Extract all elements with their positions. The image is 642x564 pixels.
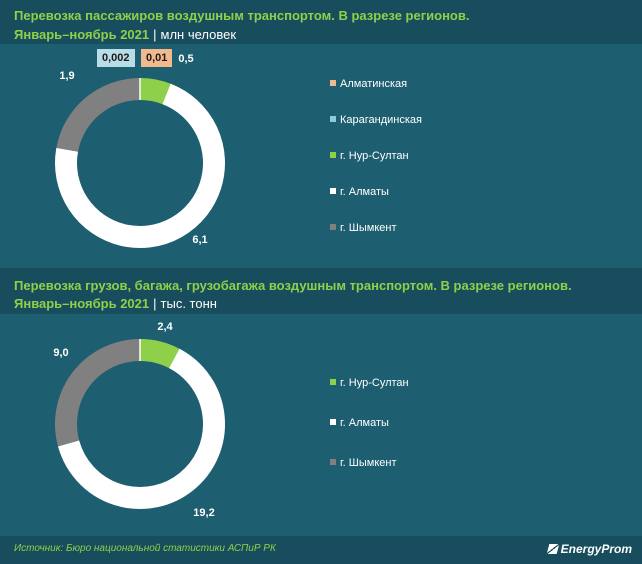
passengers-chart-panel: Перевозка пассажиров воздушным транспорт… bbox=[0, 0, 642, 268]
legend-item: г. Алматы bbox=[330, 186, 389, 198]
slice-separator bbox=[162, 83, 173, 105]
data-label: 0,5 bbox=[178, 53, 193, 65]
data-label: 6,1 bbox=[192, 234, 207, 246]
slice-separator bbox=[56, 148, 79, 154]
legend-label: г. Алматы bbox=[340, 417, 389, 429]
separator: | bbox=[153, 296, 157, 311]
slice-separator bbox=[58, 440, 80, 448]
legend-swatch bbox=[330, 80, 336, 86]
legend-label: г. Шымкент bbox=[340, 457, 397, 469]
legend-swatch bbox=[330, 188, 336, 194]
data-label: 0,01 bbox=[141, 49, 173, 67]
donut-slice-1 bbox=[139, 339, 181, 369]
legend-swatch bbox=[330, 116, 336, 122]
chart-subtitle: Январь–ноябрь 2021 | млн человек bbox=[14, 27, 236, 42]
source-note: Источник: Бюро национальной статистики А… bbox=[14, 543, 276, 554]
legend-label: г. Нур-Султан bbox=[340, 377, 409, 389]
legend-swatch bbox=[330, 459, 336, 465]
chart-header: Перевозка грузов, багажа, грузобагажа во… bbox=[0, 268, 642, 314]
donut-slice-3 bbox=[140, 78, 172, 105]
separator: | bbox=[153, 27, 157, 42]
data-label: 1,9 bbox=[59, 70, 74, 82]
legend-item: г. Нур-Султан bbox=[330, 150, 409, 162]
data-label: 2,4 bbox=[157, 321, 173, 333]
data-label: 19,2 bbox=[193, 507, 214, 519]
chart-unit: тыс. тонн bbox=[160, 296, 217, 311]
footer: Источник: Бюро национальной статистики А… bbox=[0, 536, 642, 564]
legend-item: г. Нур-Султан bbox=[330, 377, 409, 389]
legend-label: Карагандинская bbox=[340, 114, 422, 126]
legend-label: Алматинская bbox=[340, 78, 408, 90]
chart-title: Перевозка пассажиров воздушным транспорт… bbox=[14, 8, 470, 23]
legend-item: г. Шымкент bbox=[330, 457, 397, 469]
chart-unit: млн человек bbox=[160, 27, 237, 42]
legend-item: г. Шымкент bbox=[330, 222, 397, 234]
data-label: 0,002 bbox=[97, 49, 135, 67]
chart-period: Январь–ноябрь 2021 bbox=[14, 27, 150, 42]
energyprom-logo: EnergyProm bbox=[546, 542, 632, 556]
legend-label: г. Шымкент bbox=[340, 222, 397, 234]
chart-title: Перевозка грузов, багажа, грузобагажа во… bbox=[14, 278, 572, 293]
legend-item: Алматинская bbox=[330, 78, 407, 90]
logo-text: EnergyProm bbox=[560, 542, 632, 556]
logo-icon bbox=[546, 544, 559, 554]
legend-swatch bbox=[330, 224, 336, 230]
passengers-donut-chart: 0,5 6,1 1,9 bbox=[55, 53, 225, 248]
cargo-chart-panel: Перевозка грузов, багажа, грузобагажа во… bbox=[0, 268, 642, 536]
chart-subtitle: Январь–ноябрь 2021 | тыс. тонн bbox=[14, 296, 217, 311]
legend-label: г. Нур-Султан bbox=[340, 150, 409, 162]
donut-slice-2 bbox=[58, 349, 225, 509]
legend-swatch bbox=[330, 419, 336, 425]
donut-slice-3 bbox=[55, 339, 141, 448]
chart-header: Перевозка пассажиров воздушным транспорт… bbox=[0, 0, 642, 44]
legend-item: Карагандинская bbox=[330, 114, 422, 126]
donut-slice-5 bbox=[56, 78, 141, 153]
cargo-donut-chart: 2,4 19,2 9,0 bbox=[53, 321, 225, 519]
legend-swatch bbox=[330, 379, 336, 385]
donut-slice-4 bbox=[55, 84, 225, 248]
legend-item: г. Алматы bbox=[330, 417, 389, 429]
data-label: 9,0 bbox=[53, 347, 68, 359]
legend-label: г. Алматы bbox=[340, 186, 389, 198]
chart-period: Январь–ноябрь 2021 bbox=[14, 296, 150, 311]
legend-swatch bbox=[330, 152, 336, 158]
slice-separator bbox=[169, 348, 181, 369]
